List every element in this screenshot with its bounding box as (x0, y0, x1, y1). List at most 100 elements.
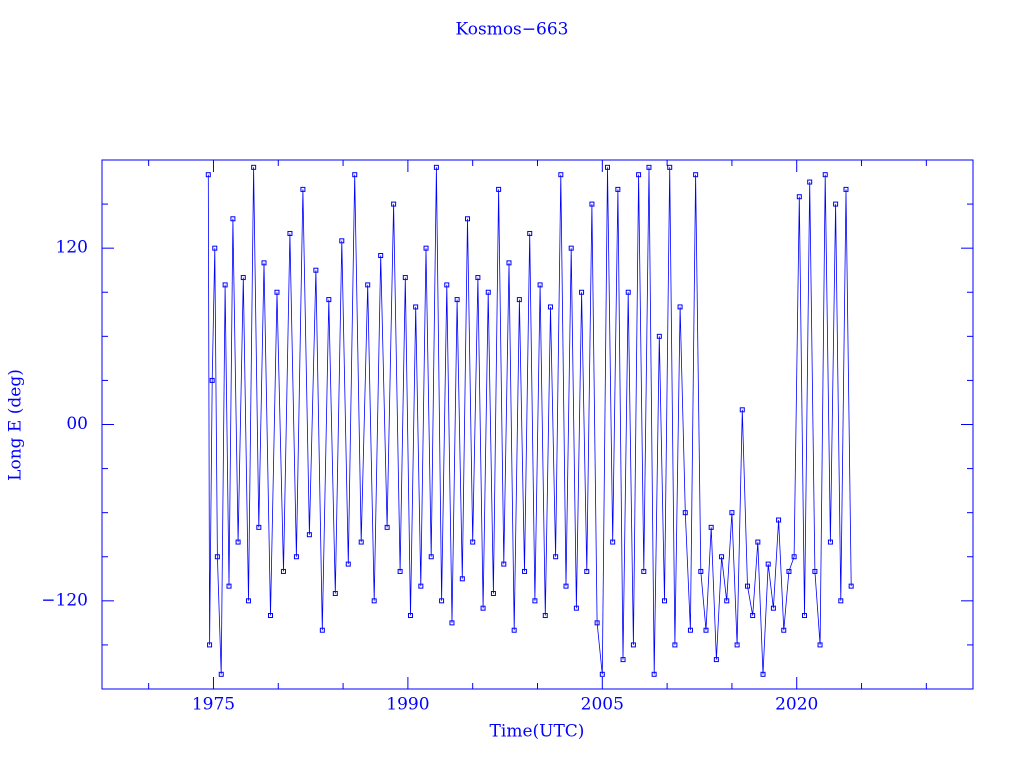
data-point (319, 627, 325, 633)
data-point (235, 539, 241, 545)
data-point (267, 613, 273, 619)
chart-title: Kosmos−663 (456, 20, 569, 40)
data-point (506, 260, 512, 266)
data-point (339, 238, 345, 244)
data-point (245, 598, 251, 604)
data-point (402, 275, 408, 281)
data-point (542, 613, 548, 619)
data-point (693, 172, 699, 178)
data-point (636, 172, 642, 178)
data-point (527, 230, 533, 236)
data-point (256, 524, 262, 530)
data-point (205, 172, 211, 178)
data-point (287, 230, 293, 236)
y-axis-label: Long E (deg) (6, 369, 26, 481)
data-point (568, 245, 574, 251)
data-point (261, 260, 267, 266)
data-point (755, 539, 761, 545)
data-point (744, 583, 750, 589)
data-point (485, 289, 491, 295)
data-point (516, 297, 522, 303)
data-point (667, 164, 673, 170)
data-point (547, 304, 553, 310)
data-point (251, 164, 257, 170)
plot-area (205, 164, 854, 677)
data-point (760, 671, 766, 677)
data-point (326, 297, 332, 303)
data-point (812, 568, 818, 574)
data-point (465, 216, 471, 222)
data-point (584, 568, 590, 574)
data-point (332, 590, 338, 596)
data-point (599, 671, 605, 677)
data-point (558, 172, 564, 178)
data-point (240, 275, 246, 281)
data-point (662, 598, 668, 604)
data-point (682, 510, 688, 516)
data-point (781, 627, 787, 633)
data-point (428, 554, 434, 560)
data-point (703, 627, 709, 633)
data-point (698, 568, 704, 574)
data-point (532, 598, 538, 604)
data-point (651, 671, 657, 677)
data-point (573, 605, 579, 611)
data-point (274, 289, 280, 295)
data-point (365, 282, 371, 288)
data-point (579, 289, 585, 295)
data-point (589, 201, 595, 207)
data-point (212, 245, 218, 251)
data-point (490, 590, 496, 596)
data-point (838, 598, 844, 604)
data-point (833, 201, 839, 207)
data-point (378, 253, 384, 259)
data-point (734, 642, 740, 648)
data-point (843, 186, 849, 192)
data-point (407, 613, 413, 619)
data-point (620, 657, 626, 663)
data-point (687, 627, 693, 633)
data-point (729, 510, 735, 516)
data-point (423, 245, 429, 251)
data-point (802, 613, 808, 619)
data-point (439, 598, 445, 604)
data-point (817, 642, 823, 648)
data-point (480, 605, 486, 611)
data-point (656, 333, 662, 339)
data-point (770, 605, 776, 611)
data-point (765, 561, 771, 567)
data-point (449, 620, 455, 626)
data-point (501, 561, 507, 567)
data-point (641, 568, 647, 574)
data-point (677, 304, 683, 310)
data-point (459, 576, 465, 582)
y-tick-label: −120 (41, 590, 88, 610)
data-point (433, 164, 439, 170)
x-tick-label: 1975 (192, 695, 235, 715)
data-point (630, 642, 636, 648)
data-point (313, 267, 319, 273)
data-point (646, 164, 652, 170)
data-point (391, 201, 397, 207)
data-point (300, 186, 306, 192)
data-point (827, 539, 833, 545)
x-tick-label: 2005 (581, 695, 624, 715)
x-tick-label: 1990 (386, 695, 429, 715)
data-point (413, 304, 419, 310)
data-point (719, 554, 725, 560)
y-tick-label: 00 (66, 414, 88, 434)
data-point (214, 554, 220, 560)
data-point (226, 583, 232, 589)
data-point (822, 172, 828, 178)
data-point (594, 620, 600, 626)
data-point (207, 642, 213, 648)
data-point (796, 194, 802, 200)
data-point (358, 539, 364, 545)
data-point (522, 568, 528, 574)
data-point (293, 554, 299, 560)
data-point (604, 164, 610, 170)
data-point (615, 186, 621, 192)
data-point (708, 524, 714, 530)
data-point (791, 554, 797, 560)
data-point (222, 282, 228, 288)
